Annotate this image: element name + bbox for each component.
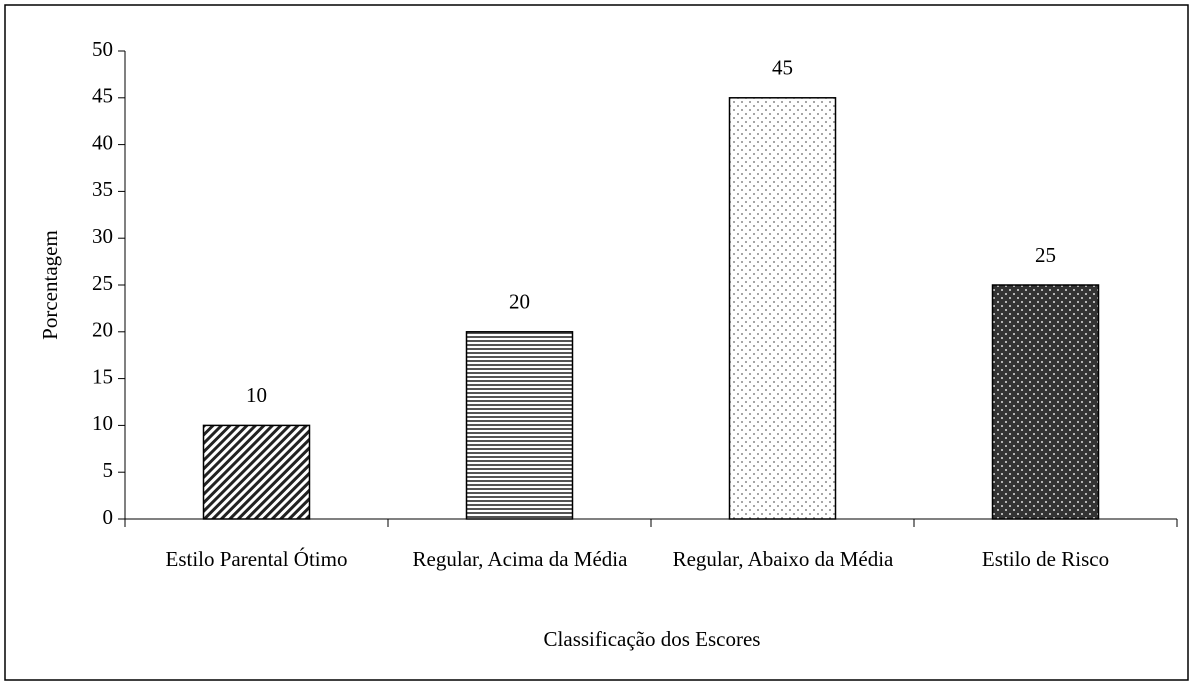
y-tick-label: 5	[103, 458, 114, 482]
x-axis-label: Classificação dos Escores	[544, 627, 761, 651]
y-axis-label: Porcentagem	[38, 230, 62, 340]
x-tick-label: Estilo Parental Ótimo	[165, 547, 348, 571]
y-tick-label: 10	[92, 411, 113, 435]
y-tick-label: 20	[92, 318, 113, 342]
frame	[4, 4, 1189, 681]
y-tick-label: 25	[92, 271, 113, 295]
x-tick-label: Regular, Abaixo da Média	[672, 547, 894, 571]
bar	[465, 331, 574, 520]
y-tick-label: 30	[92, 224, 113, 248]
y-tick-label: 35	[92, 177, 113, 201]
bar	[728, 97, 837, 520]
y-tick-label: 50	[92, 37, 113, 61]
y-tick-label: 0	[103, 505, 114, 529]
x-tick-label: Estilo de Risco	[981, 547, 1110, 571]
value-label: 45	[772, 56, 793, 80]
x-tick-label: Regular, Acima da Média	[412, 547, 628, 571]
value-label: 10	[246, 383, 267, 407]
value-label: 20	[509, 290, 530, 314]
value-label: 25	[1035, 243, 1056, 267]
bar	[202, 424, 311, 520]
y-tick-label: 40	[92, 130, 113, 154]
bar	[991, 284, 1100, 520]
y-tick-label: 15	[92, 364, 113, 388]
y-tick-label: 45	[92, 84, 113, 108]
